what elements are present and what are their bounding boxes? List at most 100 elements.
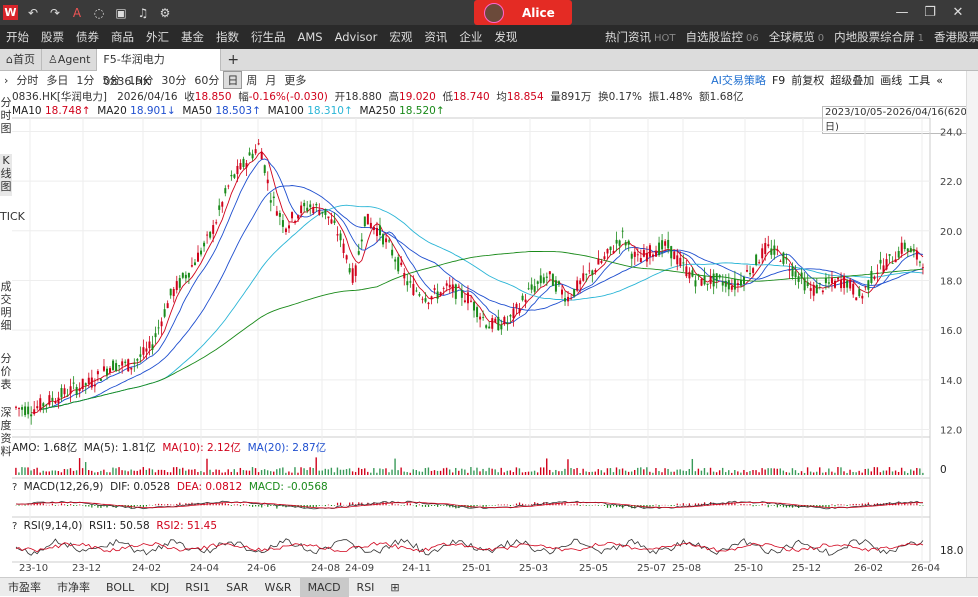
candle-body <box>619 240 621 245</box>
candle-body <box>858 289 860 296</box>
candle-body <box>522 296 524 300</box>
candle-body <box>616 240 618 244</box>
amo-bar <box>179 469 180 475</box>
add-indicator-button[interactable]: ⊞ <box>382 578 407 597</box>
macd-bar <box>904 504 905 506</box>
macd-bar <box>258 505 259 506</box>
macd-bar <box>158 504 159 505</box>
indicator-tab[interactable]: BOLL <box>98 578 142 597</box>
amo-bar <box>385 468 386 475</box>
amo-bar <box>491 469 492 475</box>
amo-ma5: MA(5): 1.81亿 <box>84 442 156 454</box>
amo-bar <box>846 473 847 475</box>
macd-bar <box>237 504 238 505</box>
macd-bar <box>495 505 496 506</box>
candle-body <box>740 280 742 285</box>
macd-bar <box>853 504 854 505</box>
candle-body <box>294 221 296 222</box>
indicator-tab[interactable]: RSI <box>349 578 383 597</box>
macd-bar <box>680 505 681 506</box>
candle-body <box>103 366 105 370</box>
macd-bar <box>252 505 253 507</box>
candle-body <box>57 398 59 403</box>
candle-body <box>252 154 254 159</box>
macd-bar <box>492 505 493 506</box>
amo-bar <box>849 470 850 475</box>
macd-bar <box>762 504 763 505</box>
amo-bar <box>228 469 229 475</box>
amo-bar <box>774 468 775 475</box>
amo-bar <box>115 468 116 475</box>
amo-bar <box>810 472 811 475</box>
amo-bar <box>30 470 31 475</box>
macd-bar <box>425 505 426 507</box>
indicator-tab[interactable]: SAR <box>218 578 256 597</box>
amo-bar <box>82 468 83 475</box>
indicator-tab[interactable]: W&R <box>256 578 299 597</box>
rsi2-line <box>16 542 923 552</box>
candle-body <box>761 248 763 258</box>
amo-bar <box>652 473 653 475</box>
amo-bar <box>170 472 171 475</box>
candle-body <box>694 280 696 286</box>
x-tick-label: 23-10 <box>19 563 48 574</box>
indicator-tab[interactable]: 市净率 <box>49 578 98 597</box>
amo-bar <box>646 467 647 475</box>
indicator-tab[interactable]: KDJ <box>142 578 177 597</box>
amo-bar <box>898 472 899 475</box>
macd-bar <box>331 505 332 506</box>
candle-body <box>789 270 791 271</box>
amo-bar <box>734 470 735 475</box>
indicator-tab-selected[interactable]: MACD <box>300 578 349 597</box>
amo-bar <box>904 471 905 475</box>
vertical-scrollbar[interactable] <box>966 71 978 577</box>
candle-body <box>88 378 90 384</box>
candle-body <box>843 276 845 288</box>
amo-bar <box>585 471 586 475</box>
candle-body <box>227 186 229 187</box>
amo-bar <box>55 471 56 475</box>
candle-body <box>731 286 733 290</box>
candle-body <box>825 278 827 283</box>
y-tick-label: 18.0 <box>940 276 962 287</box>
candle-body <box>100 379 102 381</box>
rsi-1: RSI1: 50.58 <box>89 520 150 532</box>
macd-bar <box>834 505 835 506</box>
amo-bar <box>676 470 677 475</box>
macd-bar <box>231 505 232 506</box>
candle-body <box>685 266 687 276</box>
amo-bar <box>243 470 244 475</box>
rsi-help-icon[interactable]: ? <box>12 521 17 532</box>
amo-bar <box>291 473 292 475</box>
amo-bar <box>279 468 280 475</box>
candle-body <box>306 208 308 211</box>
amo-bar <box>334 472 335 475</box>
candle-body <box>701 279 703 286</box>
amo-bar <box>100 471 101 475</box>
candle-body <box>482 317 484 318</box>
candle-body <box>270 200 272 202</box>
amo-bar <box>237 472 238 475</box>
amo-bar <box>440 471 441 475</box>
candle-body <box>795 271 797 277</box>
candle-body <box>710 276 712 284</box>
candle-body <box>148 342 150 349</box>
macd-bar <box>507 505 508 506</box>
amo-bar <box>628 472 629 475</box>
amo-bar <box>467 473 468 475</box>
amo-bar <box>388 472 389 475</box>
indicator-tab[interactable]: RSI1 <box>177 578 218 597</box>
candle-body <box>443 288 445 289</box>
macd-help-icon[interactable]: ? <box>12 482 17 493</box>
macd-legend: ? MACD(12,26,9) DIF: 0.0528 DEA: 0.0812 … <box>12 481 328 493</box>
macd-bar <box>67 505 68 506</box>
macd-bar <box>28 504 29 505</box>
indicator-tab[interactable]: 市盈率 <box>0 578 49 597</box>
amo-bar <box>689 469 690 475</box>
candle-body <box>300 206 302 214</box>
candle-body <box>206 235 208 236</box>
amo-bar <box>683 471 684 475</box>
amo-bar <box>391 470 392 475</box>
candle-body <box>33 409 35 414</box>
